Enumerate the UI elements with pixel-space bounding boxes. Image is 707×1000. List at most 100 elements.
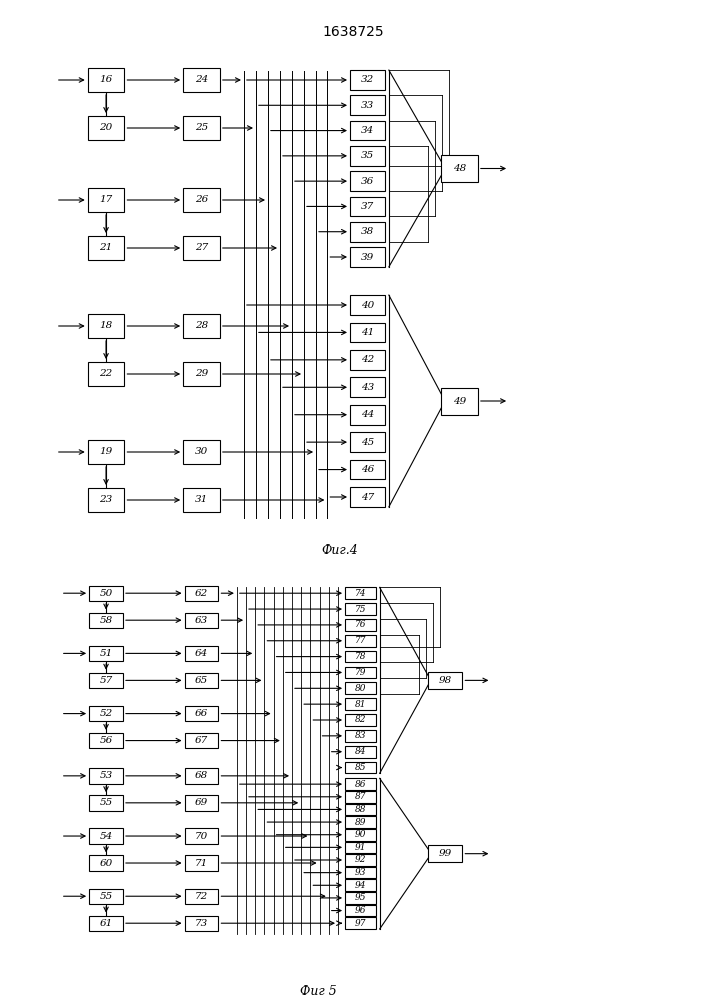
Text: 39: 39	[361, 252, 374, 261]
Text: 34: 34	[361, 126, 374, 135]
FancyBboxPatch shape	[183, 68, 220, 92]
FancyBboxPatch shape	[185, 613, 218, 628]
Text: 29: 29	[195, 369, 208, 378]
Text: 53: 53	[100, 771, 112, 780]
FancyBboxPatch shape	[88, 68, 124, 92]
FancyBboxPatch shape	[345, 816, 376, 828]
Text: 50: 50	[100, 589, 112, 598]
Text: 81: 81	[355, 700, 366, 709]
Text: 60: 60	[100, 859, 112, 868]
FancyBboxPatch shape	[350, 70, 385, 90]
FancyBboxPatch shape	[185, 795, 218, 811]
Text: 85: 85	[355, 763, 366, 772]
FancyBboxPatch shape	[345, 892, 376, 904]
Text: 1638725: 1638725	[322, 25, 385, 39]
FancyBboxPatch shape	[345, 867, 376, 878]
FancyBboxPatch shape	[89, 706, 123, 721]
FancyBboxPatch shape	[345, 791, 376, 803]
Text: 36: 36	[361, 177, 374, 186]
Text: 61: 61	[100, 919, 112, 928]
FancyBboxPatch shape	[345, 698, 376, 710]
Text: 91: 91	[355, 843, 366, 852]
Text: 96: 96	[355, 906, 366, 915]
Text: 98: 98	[439, 676, 452, 685]
FancyBboxPatch shape	[185, 855, 218, 871]
FancyBboxPatch shape	[89, 889, 123, 904]
Text: 44: 44	[361, 410, 374, 419]
FancyBboxPatch shape	[88, 440, 124, 464]
FancyBboxPatch shape	[88, 236, 124, 260]
FancyBboxPatch shape	[185, 586, 218, 601]
FancyBboxPatch shape	[89, 828, 123, 844]
FancyBboxPatch shape	[89, 646, 123, 661]
FancyBboxPatch shape	[183, 116, 220, 140]
Text: 47: 47	[361, 492, 374, 502]
Text: 93: 93	[355, 868, 366, 877]
FancyBboxPatch shape	[89, 586, 123, 601]
FancyBboxPatch shape	[345, 651, 376, 662]
FancyBboxPatch shape	[88, 188, 124, 212]
FancyBboxPatch shape	[345, 842, 376, 853]
Text: 94: 94	[355, 881, 366, 890]
Text: 64: 64	[195, 649, 208, 658]
FancyBboxPatch shape	[183, 314, 220, 338]
Text: 71: 71	[195, 859, 208, 868]
FancyBboxPatch shape	[88, 362, 124, 386]
Text: Фиг 5: Фиг 5	[300, 985, 337, 998]
Text: 46: 46	[361, 465, 374, 474]
FancyBboxPatch shape	[89, 855, 123, 871]
FancyBboxPatch shape	[350, 295, 385, 315]
FancyBboxPatch shape	[88, 116, 124, 140]
Text: 57: 57	[100, 676, 112, 685]
Text: 30: 30	[195, 448, 208, 456]
FancyBboxPatch shape	[350, 197, 385, 216]
Text: 63: 63	[195, 616, 208, 625]
Text: 22: 22	[100, 369, 112, 378]
Text: 72: 72	[195, 892, 208, 901]
Text: 54: 54	[100, 832, 112, 841]
FancyBboxPatch shape	[350, 95, 385, 115]
Text: 26: 26	[195, 196, 208, 205]
Text: 16: 16	[100, 76, 112, 85]
Text: 32: 32	[361, 76, 374, 85]
Text: 56: 56	[100, 736, 112, 745]
Text: 28: 28	[195, 322, 208, 330]
Text: 65: 65	[195, 676, 208, 685]
Text: 66: 66	[195, 709, 208, 718]
Text: 51: 51	[100, 649, 112, 658]
FancyBboxPatch shape	[89, 733, 123, 748]
Text: 20: 20	[100, 123, 112, 132]
Text: 18: 18	[100, 322, 112, 330]
FancyBboxPatch shape	[350, 377, 385, 397]
FancyBboxPatch shape	[183, 488, 220, 512]
FancyBboxPatch shape	[183, 362, 220, 386]
FancyBboxPatch shape	[428, 845, 462, 862]
FancyBboxPatch shape	[345, 905, 376, 916]
Text: 75: 75	[355, 605, 366, 614]
FancyBboxPatch shape	[89, 795, 123, 811]
Text: 74: 74	[355, 589, 366, 598]
FancyBboxPatch shape	[345, 714, 376, 726]
FancyBboxPatch shape	[345, 879, 376, 891]
Text: 55: 55	[100, 798, 112, 807]
FancyBboxPatch shape	[345, 635, 376, 647]
FancyBboxPatch shape	[350, 487, 385, 507]
Text: 49: 49	[453, 396, 466, 406]
Text: 31: 31	[195, 495, 208, 504]
FancyBboxPatch shape	[88, 488, 124, 512]
FancyBboxPatch shape	[345, 730, 376, 742]
Text: 95: 95	[355, 893, 366, 902]
FancyBboxPatch shape	[350, 222, 385, 242]
FancyBboxPatch shape	[350, 460, 385, 479]
FancyBboxPatch shape	[183, 440, 220, 464]
FancyBboxPatch shape	[345, 917, 376, 929]
Text: 43: 43	[361, 383, 374, 392]
FancyBboxPatch shape	[345, 804, 376, 815]
FancyBboxPatch shape	[88, 314, 124, 338]
FancyBboxPatch shape	[345, 762, 376, 773]
Text: 42: 42	[361, 355, 374, 364]
Text: 19: 19	[100, 448, 112, 456]
FancyBboxPatch shape	[89, 673, 123, 688]
Text: 33: 33	[361, 101, 374, 110]
Text: 90: 90	[355, 830, 366, 839]
